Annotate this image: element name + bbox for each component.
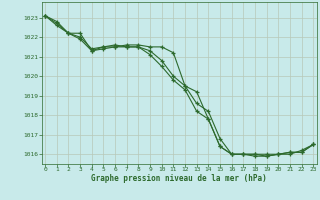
X-axis label: Graphe pression niveau de la mer (hPa): Graphe pression niveau de la mer (hPa): [91, 174, 267, 183]
